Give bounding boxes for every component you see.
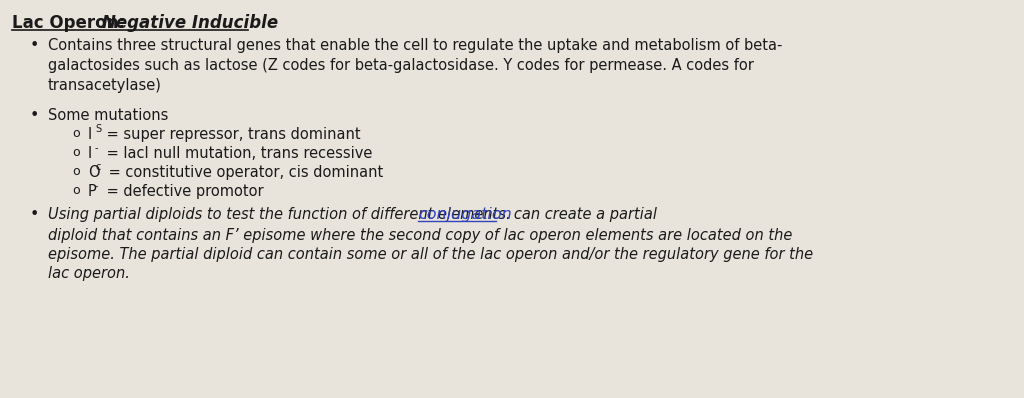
Text: -: -: [95, 181, 98, 191]
Text: o: o: [72, 184, 80, 197]
Text: episome. The partial diploid can contain some or all of the lac operon and/or th: episome. The partial diploid can contain…: [48, 247, 813, 262]
Text: = defective promotor: = defective promotor: [102, 184, 263, 199]
Text: S: S: [95, 124, 101, 134]
Text: lac operon.: lac operon.: [48, 266, 130, 281]
Text: -: -: [95, 143, 98, 153]
Text: o: o: [72, 165, 80, 178]
Text: I: I: [88, 127, 92, 142]
Text: conjugation: conjugation: [418, 207, 512, 222]
Text: Negative Inducible: Negative Inducible: [102, 14, 279, 32]
Text: I: I: [88, 146, 92, 161]
Text: c: c: [96, 162, 101, 172]
Text: = super repressor, trans dominant: = super repressor, trans dominant: [102, 127, 360, 142]
Text: P: P: [88, 184, 96, 199]
Text: diploid that contains an F’ episome where the second copy of lac operon elements: diploid that contains an F’ episome wher…: [48, 228, 793, 243]
Text: o: o: [72, 146, 80, 159]
Text: = constitutive operator, cis dominant: = constitutive operator, cis dominant: [104, 165, 383, 180]
Text: Using partial diploids to test the function of different elements.: Using partial diploids to test the funct…: [48, 207, 515, 222]
Text: Some mutations: Some mutations: [48, 108, 168, 123]
Text: •: •: [30, 38, 39, 53]
Text: •: •: [30, 108, 39, 123]
Text: O: O: [88, 165, 99, 180]
Text: •: •: [30, 207, 39, 222]
Text: o: o: [72, 127, 80, 140]
Text: can create a partial: can create a partial: [500, 207, 657, 222]
Text: Contains three structural genes that enable the cell to regulate the uptake and : Contains three structural genes that ena…: [48, 38, 782, 93]
Text: = lacI null mutation, trans recessive: = lacI null mutation, trans recessive: [102, 146, 373, 161]
Text: Lac Operon:: Lac Operon:: [12, 14, 131, 32]
